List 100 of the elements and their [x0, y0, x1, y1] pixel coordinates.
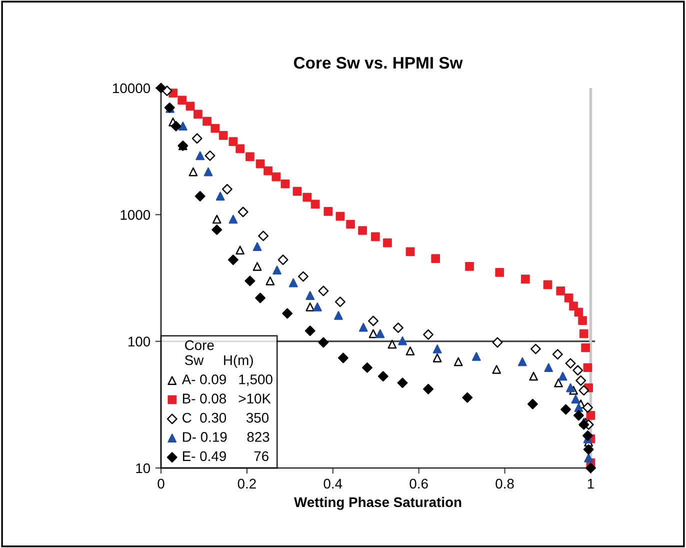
point [282, 308, 293, 319]
point [346, 220, 355, 229]
point [397, 378, 408, 388]
point [368, 329, 378, 338]
point [581, 343, 590, 352]
point [578, 385, 590, 396]
point [362, 362, 372, 373]
point [306, 302, 315, 312]
point [266, 276, 275, 286]
point [334, 311, 343, 320]
point [383, 238, 392, 248]
point [204, 167, 213, 176]
point [304, 326, 316, 336]
point [583, 444, 594, 455]
point [236, 246, 244, 255]
point [571, 394, 580, 404]
point [318, 286, 329, 296]
point [278, 254, 288, 266]
y-tick-label: 100 [128, 336, 150, 347]
point [495, 268, 504, 277]
point [582, 430, 593, 441]
point [162, 86, 172, 96]
x-tick-label: 0.4 [324, 478, 342, 489]
point [492, 365, 502, 374]
point [228, 214, 238, 224]
point [573, 410, 584, 421]
point [543, 280, 552, 290]
point [280, 179, 290, 188]
y-tick-label: 1000 [120, 210, 150, 220]
point [334, 296, 346, 308]
point [272, 266, 282, 275]
chart-title: Core Sw vs. HPMI Sw [294, 56, 463, 69]
legend-label: C 0.30 350 [182, 412, 269, 423]
point [566, 383, 575, 392]
point [530, 344, 541, 354]
point [228, 137, 238, 146]
y-tick-label: 10 [136, 463, 150, 474]
point [527, 398, 538, 410]
point [552, 349, 563, 360]
point [378, 371, 388, 382]
point [556, 286, 566, 296]
point [252, 242, 262, 251]
point [398, 336, 407, 346]
point [388, 340, 397, 349]
point [302, 192, 312, 202]
point [258, 230, 268, 242]
point [554, 378, 563, 388]
point [318, 337, 329, 348]
point [186, 102, 195, 111]
point [358, 322, 368, 332]
point [582, 402, 593, 413]
point [236, 144, 244, 154]
point [222, 184, 232, 194]
point [338, 352, 348, 364]
point [156, 82, 166, 94]
point [432, 344, 442, 354]
point [370, 232, 380, 242]
point [358, 226, 367, 235]
point [178, 96, 186, 105]
point [518, 357, 527, 366]
point [432, 353, 442, 362]
point [228, 254, 238, 266]
point [178, 122, 188, 131]
x-tick-label: 0.8 [496, 478, 514, 489]
point [252, 262, 262, 271]
point [454, 357, 463, 366]
point [423, 384, 434, 394]
point [392, 322, 404, 333]
point [492, 337, 503, 348]
point [578, 316, 587, 325]
point [310, 200, 320, 209]
point [574, 403, 584, 412]
point [324, 207, 333, 216]
point [572, 365, 584, 376]
point [544, 363, 554, 372]
point [472, 352, 481, 361]
y-tick-label: 10000 [113, 83, 150, 94]
point [560, 404, 572, 415]
point [202, 116, 212, 126]
x-tick-label: 0 [158, 478, 164, 489]
point [298, 271, 308, 282]
point [406, 247, 415, 256]
point [196, 151, 205, 160]
point [368, 316, 379, 326]
point [574, 308, 584, 317]
point [204, 150, 216, 161]
point [264, 166, 272, 176]
point [306, 291, 315, 300]
point [188, 167, 198, 176]
point [529, 372, 538, 381]
point [238, 206, 248, 218]
point [465, 262, 474, 271]
point [462, 392, 473, 403]
point [194, 110, 202, 119]
point [564, 294, 574, 302]
point [431, 254, 440, 264]
point [255, 292, 266, 304]
point [194, 190, 206, 202]
legend-title: Core Sw H(m) [184, 340, 253, 368]
legend-label: D- 0.19 823 [182, 432, 270, 442]
